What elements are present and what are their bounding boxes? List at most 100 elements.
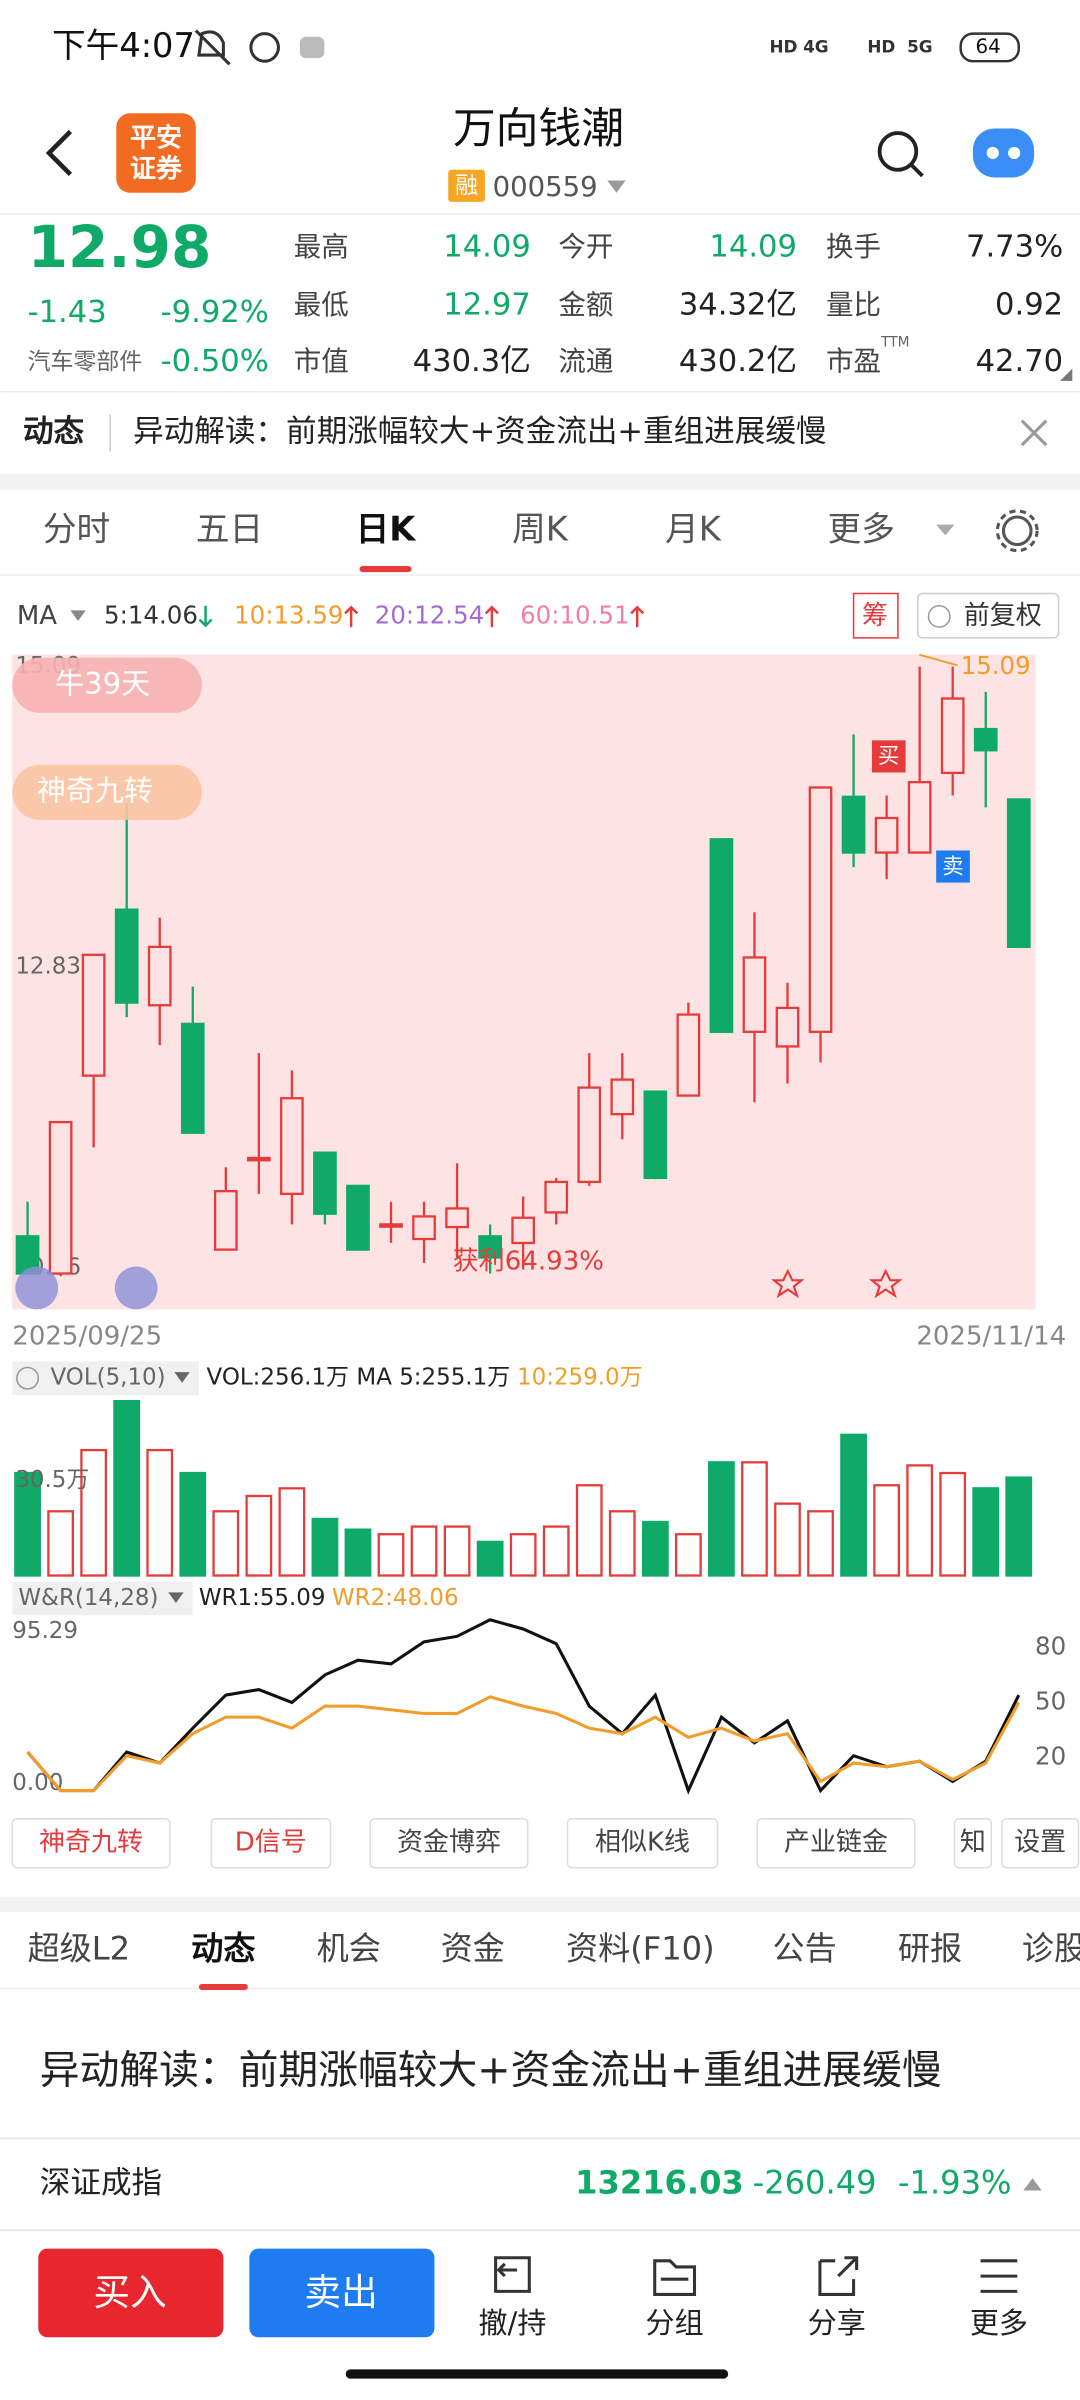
cancel-icon[interactable]: [494, 2256, 531, 2293]
article-clip: 异动解读：前期涨幅较大+资金流出+重组进展缓慢: [39, 2048, 942, 2095]
vol-title[interactable]: VOL(5,10): [51, 1365, 166, 1391]
gap: [0, 1896, 1080, 1913]
volume-bar: [807, 1510, 834, 1577]
section-tab[interactable]: 资料(F10): [566, 1929, 715, 1967]
assistant-button[interactable]: [972, 128, 1035, 178]
volume-bar: [245, 1494, 273, 1577]
action-label[interactable]: 分享: [808, 2306, 866, 2340]
period-tab[interactable]: 五日: [196, 509, 263, 548]
stat-label: 换手: [826, 231, 881, 263]
trend-arrow: [484, 605, 499, 628]
tool-button[interactable]: [756, 1817, 916, 1869]
trend-arrow: [198, 605, 213, 628]
section-tab[interactable]: 机会: [317, 1929, 381, 1967]
tool-label[interactable]: D信号: [235, 1828, 307, 1858]
action-label[interactable]: 分组: [646, 2306, 704, 2340]
tool-button[interactable]: [210, 1817, 332, 1869]
y2-tick-label: 20: [1035, 1742, 1066, 1771]
expand-icon[interactable]: [1023, 2178, 1042, 2191]
trend-arrow: [630, 605, 645, 628]
sell-button[interactable]: [249, 2248, 435, 2338]
period-tab[interactable]: 日K: [356, 509, 418, 548]
last-price: 12.98: [28, 213, 212, 281]
ma-value: 60:10.51: [520, 600, 629, 629]
action-label[interactable]: 撤/持: [479, 2306, 547, 2340]
period-tab[interactable]: 分时: [43, 509, 110, 548]
buy-signal: [871, 740, 906, 773]
nav-button[interactable]: [15, 1266, 59, 1310]
assistant-eye: [1008, 146, 1021, 160]
back-button[interactable]: [45, 129, 73, 177]
tool-label[interactable]: 设置: [1014, 1828, 1066, 1858]
group-icon[interactable]: [653, 2259, 697, 2296]
close-button[interactable]: [1020, 419, 1048, 447]
sell-label[interactable]: 卖出: [304, 2271, 377, 2314]
ma-label[interactable]: MA: [17, 601, 57, 631]
candle-body: [676, 1013, 701, 1097]
candle-body: [775, 1006, 800, 1048]
tool-button[interactable]: [369, 1817, 529, 1869]
wr-title[interactable]: W&R(14,28): [18, 1585, 158, 1611]
star-icon: [868, 1268, 903, 1299]
adjust-button[interactable]: [917, 592, 1060, 639]
volume-bar: [14, 1471, 41, 1577]
stat-value: 14.09: [709, 229, 797, 264]
trend-arrow: [344, 605, 359, 628]
gap: [0, 474, 1080, 490]
dropdown-icon[interactable]: [936, 524, 955, 536]
legend-item: WR1:55.09: [199, 1585, 326, 1611]
volume-bar: [906, 1464, 934, 1577]
volume-bar: [476, 1540, 504, 1577]
search-button[interactable]: [910, 163, 924, 178]
volume-bar: [542, 1525, 570, 1577]
candle-body: [180, 1022, 205, 1134]
stat-value: 430.2亿: [679, 344, 797, 379]
wr-title-bg: [12, 1581, 193, 1616]
tool-label[interactable]: 知: [960, 1828, 986, 1858]
stat-label: 金额: [558, 289, 613, 321]
chip-button[interactable]: [852, 592, 899, 639]
chip-label[interactable]: 筹: [862, 601, 888, 631]
signal-badge-text[interactable]: 神奇九转: [37, 773, 153, 807]
settings-button[interactable]: [995, 509, 1039, 553]
tool-button[interactable]: [11, 1817, 171, 1869]
buy-button[interactable]: [38, 2248, 224, 2338]
period-tab[interactable]: 周K: [512, 509, 569, 548]
info-icon: [16, 1366, 40, 1390]
news-text[interactable]: 异动解读：前期涨幅较大+资金流出+重组进展缓慢: [133, 414, 826, 449]
buy-label[interactable]: 买入: [93, 2271, 166, 2314]
settings-button[interactable]: [1001, 515, 1033, 547]
share-icon[interactable]: [818, 2256, 859, 2296]
info-icon: [927, 604, 951, 628]
signal-badge[interactable]: [12, 764, 202, 820]
ma-value: 5:14.06: [104, 600, 198, 629]
article-title[interactable]: 异动解读：前期涨幅较大+资金流出+重组进展缓慢: [39, 2048, 942, 2095]
section-tab[interactable]: 研报: [898, 1929, 962, 1967]
vol-stat: VOL:256.1万: [207, 1365, 349, 1391]
tool-button[interactable]: [566, 1817, 719, 1869]
period-tab[interactable]: 更多: [828, 509, 895, 548]
trend-badge[interactable]: [12, 657, 202, 713]
tool-label[interactable]: 相似K线: [595, 1828, 690, 1858]
more-icon[interactable]: [980, 2259, 1018, 2293]
tool-button[interactable]: [953, 1817, 993, 1869]
action-label[interactable]: 更多: [970, 2306, 1028, 2340]
section-tab[interactable]: 诊股: [1022, 1929, 1080, 1967]
section-tab[interactable]: 资金: [441, 1929, 505, 1967]
tool-label[interactable]: 神奇九转: [39, 1828, 143, 1858]
stat-label: 流通: [558, 346, 613, 378]
adjust-label[interactable]: 前复权: [964, 601, 1042, 631]
section-tab[interactable]: 超级L2: [28, 1929, 131, 1967]
dropdown-icon[interactable]: [607, 180, 626, 193]
section-tab[interactable]: 动态: [191, 1929, 255, 1967]
tool-label[interactable]: 产业链金: [784, 1828, 888, 1858]
tool-button[interactable]: [1001, 1817, 1080, 1869]
period-tab[interactable]: 月K: [665, 509, 722, 548]
search-button[interactable]: [877, 131, 919, 172]
section-tab[interactable]: 公告: [773, 1929, 837, 1967]
nav-button[interactable]: [114, 1266, 158, 1310]
candle-body: [808, 786, 833, 1033]
trend-badge-text[interactable]: 牛39天: [55, 666, 150, 700]
tool-label[interactable]: 资金博弈: [397, 1828, 501, 1858]
